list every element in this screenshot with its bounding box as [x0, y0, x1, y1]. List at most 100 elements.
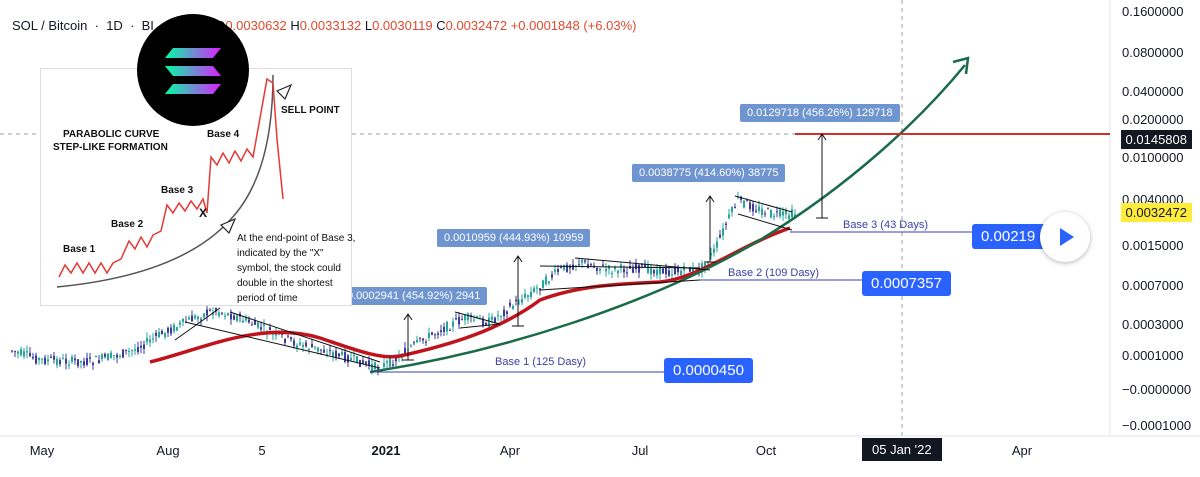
candle-body: [455, 318, 457, 320]
candle-body: [788, 215, 790, 219]
candle-body: [425, 341, 427, 343]
candle-body: [548, 281, 550, 284]
candle-body: [719, 234, 721, 238]
trend-line: [174, 307, 221, 341]
y-tick-label: 0.0800000: [1122, 45, 1183, 60]
trend-line: [454, 311, 501, 325]
candle-body: [575, 265, 577, 267]
candle-body: [134, 349, 136, 351]
candle-body: [347, 355, 349, 363]
candle-body: [494, 317, 496, 323]
candle-body: [614, 266, 616, 270]
inset-title-2: STEP-LIKE FORMATION: [53, 142, 168, 153]
candle-body: [50, 356, 52, 358]
candle-body: [725, 223, 727, 225]
candle-body: [122, 349, 124, 358]
candle-body: [794, 214, 796, 217]
candle-body: [83, 361, 85, 366]
candle-body: [365, 361, 367, 364]
date-crosshair-tag: 05 Jan '22: [862, 438, 942, 461]
candle-body: [521, 299, 523, 303]
candle-body: [59, 360, 61, 365]
candle-body: [20, 349, 22, 356]
candle-body: [617, 270, 619, 274]
annotation-2: 0.0010959 (444.93%) 10959: [437, 229, 591, 247]
candle-body: [506, 311, 508, 314]
candle-body: [680, 270, 682, 276]
candle-body: [638, 264, 640, 273]
candle-body: [62, 358, 64, 360]
candle-body: [512, 305, 514, 309]
change-value: +0.0001848 (+6.03%): [510, 18, 637, 33]
y-tick-label: 0.0015000: [1122, 238, 1183, 253]
measure-arrowhead: [705, 195, 715, 203]
candle-body: [95, 355, 97, 358]
candle-body: [224, 315, 226, 317]
candle-body: [308, 349, 310, 351]
candle-body: [761, 208, 763, 215]
low-label: L: [364, 18, 373, 33]
candle-body: [710, 252, 712, 256]
candle-body: [167, 327, 169, 333]
y-tick-label: 0.1600000: [1122, 4, 1183, 19]
candle-body: [392, 364, 394, 366]
candle-body: [515, 299, 517, 302]
trend-line: [539, 265, 701, 269]
candle-body: [41, 358, 43, 360]
candle-body: [38, 357, 40, 361]
interval[interactable]: 1D: [106, 18, 123, 33]
inset-base-1: Base 1: [63, 244, 96, 255]
candle-body: [467, 313, 469, 321]
y-tick-label: 0.0003000: [1122, 317, 1183, 332]
inset-x-mark: X: [199, 206, 208, 220]
candle-body: [173, 324, 175, 332]
candle-body: [656, 269, 658, 276]
candle-body: [431, 332, 433, 335]
candle-body: [464, 314, 466, 321]
candle-body: [491, 316, 493, 320]
x-tick-label: 5: [258, 443, 265, 458]
candle-body: [137, 347, 139, 353]
candle-body: [206, 309, 208, 316]
play-icon[interactable]: [1040, 212, 1090, 262]
candle-body: [671, 274, 673, 276]
candle-body: [143, 344, 145, 349]
candle-body: [503, 309, 505, 317]
candle-body: [554, 269, 556, 272]
y-tick-label: −0.0001000: [1122, 418, 1191, 433]
x-axis: May Aug 5 2021 Apr Jul Oct Apr: [30, 443, 1033, 458]
candle-body: [350, 357, 352, 361]
candle-body: [722, 228, 724, 236]
candle-body: [482, 318, 484, 326]
candle-body: [377, 368, 379, 371]
candle-body: [47, 359, 49, 362]
x-tick-label: Oct: [756, 443, 777, 458]
inset-base-2: Base 2: [111, 219, 144, 230]
candle-body: [740, 196, 742, 200]
candle-body: [203, 313, 205, 318]
candle-body: [107, 353, 109, 361]
candle-body: [551, 274, 553, 278]
candle-body: [650, 268, 652, 275]
x-tick-label: Apr: [500, 443, 521, 458]
candle-body: [182, 318, 184, 322]
candle-body: [488, 317, 490, 327]
solana-logo-icon: [137, 14, 249, 126]
symbol-name[interactable]: SOL / Bitcoin: [12, 18, 88, 33]
candle-body: [194, 315, 196, 319]
candle-body: [422, 338, 424, 341]
candle-body: [158, 332, 160, 338]
base-2-level-tag: 0.0007357: [862, 271, 951, 296]
candle-body: [596, 267, 598, 271]
candle-body: [26, 351, 28, 353]
candle-body: [128, 351, 130, 353]
trend-line: [574, 257, 711, 271]
candle-body: [785, 210, 787, 215]
candle-body: [647, 264, 649, 273]
annotation-1: 0.0002941 (454.92%) 2941: [340, 287, 488, 305]
candle-body: [260, 327, 262, 330]
candle-body: [749, 202, 751, 210]
base-1-level-tag: 0.0000450: [664, 358, 753, 383]
candle-body: [533, 288, 535, 292]
candle-body: [497, 315, 499, 317]
